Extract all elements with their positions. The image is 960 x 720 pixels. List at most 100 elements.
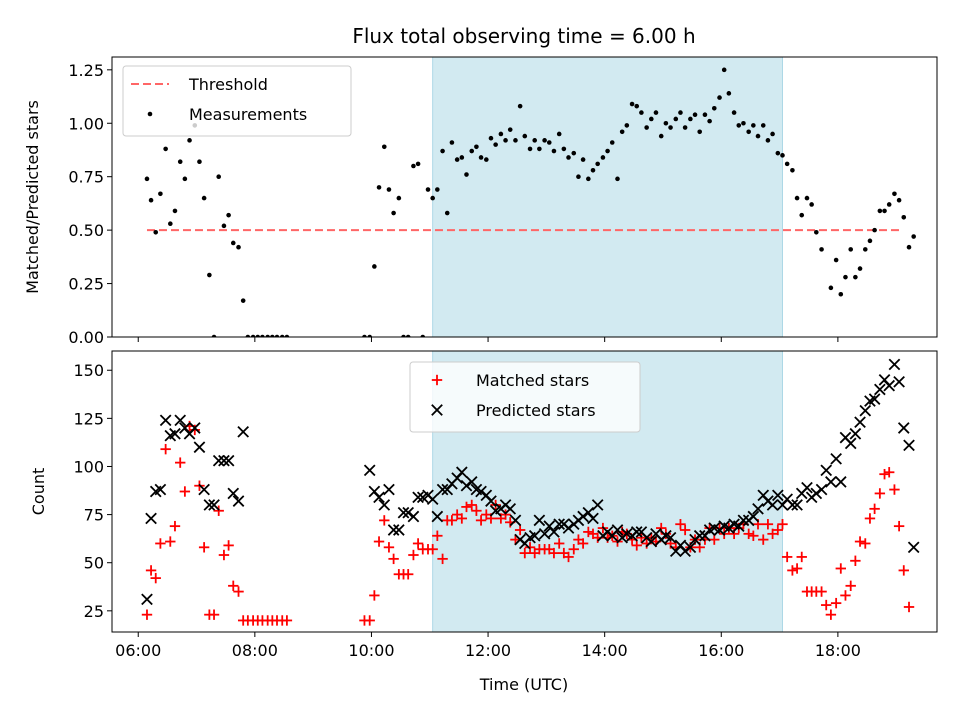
measurements-point (177, 159, 183, 165)
predicted-point (237, 425, 250, 438)
y-axis-label: Matched/Predicted stars (23, 100, 42, 294)
measurements-point (207, 272, 212, 278)
legend-box (409, 361, 641, 433)
predicted-point (509, 514, 522, 527)
measurements-point (590, 167, 596, 173)
measurements-point (784, 161, 790, 167)
matched-point (500, 509, 511, 520)
matched-point (762, 519, 774, 530)
matched-point (369, 590, 380, 601)
measurements-point (216, 174, 221, 179)
predicted-point (868, 393, 881, 405)
matched-point (568, 544, 579, 555)
measurements-point (236, 244, 241, 250)
matched-point (860, 538, 871, 549)
measurements-point (493, 142, 498, 147)
measurements-point (391, 210, 396, 216)
measurements-point (168, 221, 173, 227)
predicted-point (397, 506, 410, 519)
measurements-point (804, 195, 810, 201)
measurements-point (571, 150, 577, 156)
measurements-point (430, 195, 435, 201)
measurements-point (566, 155, 571, 160)
predicted-point (145, 512, 157, 525)
predicted-point (903, 439, 915, 452)
measurements-point (901, 215, 907, 220)
matched-point (874, 488, 886, 499)
measurements-point (755, 133, 761, 139)
matched-point (461, 501, 472, 513)
x-tick-label: 06:00 (115, 641, 161, 660)
measurements-point (381, 144, 387, 150)
measurements-point (794, 195, 800, 201)
matched-point (373, 536, 385, 547)
predicted-point (363, 464, 376, 477)
predicted-point (854, 416, 866, 429)
measurements-point (148, 197, 154, 203)
measurements-point (211, 334, 217, 337)
measurements-point (546, 140, 552, 145)
measurements-point (682, 125, 688, 130)
measurements-point (561, 146, 567, 152)
plot-area (144, 67, 916, 337)
predicted-point (212, 454, 225, 467)
measurements-point (435, 187, 440, 192)
measurements-point (532, 138, 538, 143)
measurements-point (449, 140, 455, 145)
predicted-point (553, 518, 566, 531)
matched-point (553, 538, 565, 549)
y-tick-label: 25 (84, 602, 104, 621)
matched-point (437, 553, 448, 565)
series-predicted (141, 358, 920, 606)
predicted-point (611, 524, 624, 536)
predicted-point (548, 526, 560, 538)
measurements-point (279, 334, 285, 337)
measurements-point (488, 135, 494, 141)
measurements-point (484, 157, 489, 162)
measurements-point (522, 133, 528, 139)
predicted-point (791, 499, 803, 511)
measurements-point (809, 202, 814, 207)
y-tick-label: 100 (73, 457, 104, 476)
predicted-point (188, 422, 201, 434)
matched-point (408, 549, 419, 561)
matched-point (145, 565, 157, 576)
measurements-point (537, 146, 542, 152)
measurements-point (668, 125, 673, 130)
matched-point (583, 526, 594, 538)
matched-point (816, 586, 827, 597)
measurements-point (600, 155, 606, 160)
measurements-point (586, 176, 591, 182)
measurements-point (736, 123, 742, 128)
predicted-point (393, 524, 405, 536)
x-tick-label: 08:00 (232, 641, 278, 660)
measurements-point (775, 150, 781, 156)
measurements-point (226, 212, 231, 218)
predicted-point (577, 510, 589, 523)
measurements-point (367, 334, 373, 337)
measurements-point (284, 334, 290, 337)
matched-point (218, 549, 230, 561)
predicted-point (883, 379, 896, 392)
measurements-point (721, 67, 727, 73)
predicted-point (426, 493, 439, 506)
matched-point (825, 609, 837, 620)
matched-point (854, 536, 866, 547)
matched-point (427, 544, 438, 555)
measurements-point (853, 274, 858, 280)
measurements-point (507, 127, 513, 132)
measurements-point (833, 257, 839, 263)
y-tick-label: 150 (73, 361, 104, 380)
predicted-point (460, 479, 473, 492)
predicted-point (504, 502, 517, 515)
matched-point (179, 486, 191, 497)
measurements-point (386, 187, 392, 192)
measurements-point (401, 334, 406, 337)
legend-measurements-swatch (147, 111, 153, 117)
measurements-point (503, 138, 508, 143)
predicted-point (907, 541, 920, 554)
predicted-point (533, 514, 546, 527)
predicted-point (208, 499, 220, 511)
measurements-point (440, 148, 445, 154)
